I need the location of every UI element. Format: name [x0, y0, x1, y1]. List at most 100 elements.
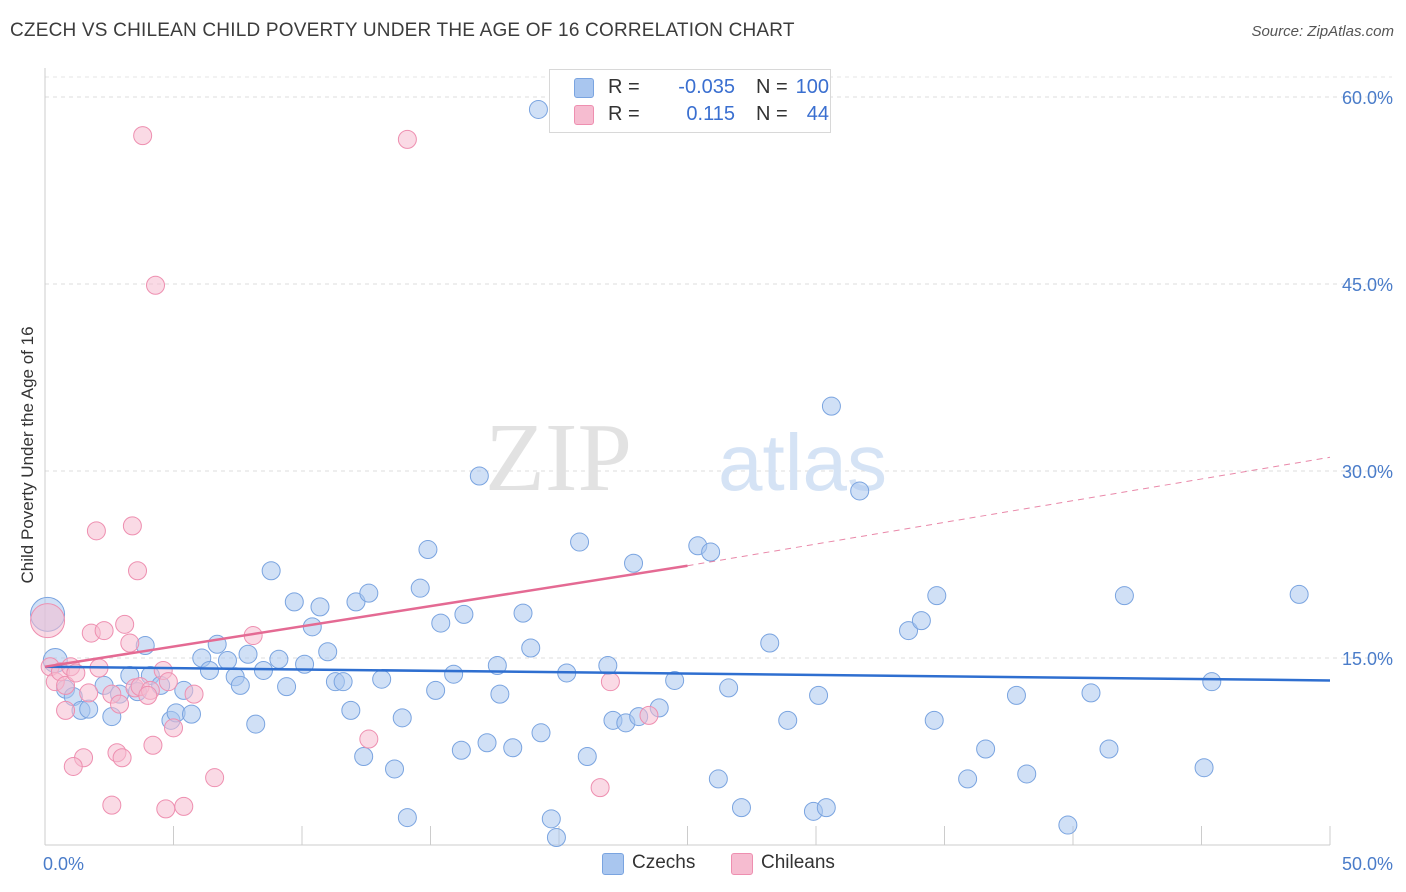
czechs-point [731, 798, 751, 818]
czechs-trend-line [44, 665, 1331, 682]
chileans-point [184, 684, 204, 704]
chileans-point [639, 705, 659, 725]
chileans-point [600, 672, 620, 692]
chileans-point [94, 621, 114, 641]
czechs-point [577, 746, 597, 766]
czechs-point [665, 670, 685, 690]
y-tick-label: 60.0% [1342, 88, 1393, 108]
czechs-point [528, 99, 548, 119]
chileans-point [66, 663, 86, 683]
watermark-zip: ZIP [485, 404, 632, 512]
stats-legend: R = -0.035 N = 100 R = 0.115 N = 44 [549, 69, 831, 133]
czechs-point [341, 700, 361, 720]
czechs-point [451, 740, 471, 760]
czechs-point [385, 759, 405, 779]
grid-lines [45, 76, 1392, 659]
czechs-point [821, 396, 841, 416]
chileans-point [156, 799, 176, 819]
chileans-point [146, 275, 166, 295]
source-label: Source: ZipAtlas.com [1251, 23, 1394, 40]
czechs-point [277, 677, 297, 697]
czechs-point [1099, 739, 1119, 759]
legend-n-label: N = [756, 76, 788, 98]
czechs-point [246, 714, 266, 734]
czechs-point [426, 680, 446, 700]
trend-lines [44, 456, 1331, 682]
czechs-point [513, 603, 533, 623]
czechs-point [238, 644, 258, 664]
x-tick-label: 0.0% [43, 854, 84, 874]
chileans-point [174, 796, 194, 816]
czechs-point [181, 704, 201, 724]
czechs-point [809, 685, 829, 705]
czechs-point [541, 809, 561, 829]
czechs-point [217, 650, 237, 670]
chileans-point [133, 126, 153, 146]
czechs-point [1017, 764, 1037, 784]
czechs-point [760, 633, 780, 653]
czechs-point [230, 675, 250, 695]
czechs-point [454, 604, 474, 624]
czechs-point [354, 746, 374, 766]
czechs-point [431, 613, 451, 633]
czechs-point [444, 664, 464, 684]
legend-r-label: R = [608, 76, 640, 98]
czechs-point [1058, 815, 1078, 835]
czechs-point [531, 723, 551, 743]
chileans-point [86, 521, 106, 541]
czechs-points [30, 99, 1309, 848]
czechs-point [397, 808, 417, 828]
czechs-point [269, 649, 289, 669]
czechs-point [199, 660, 219, 680]
czechs-point [719, 678, 739, 698]
czechs-point [1194, 758, 1214, 778]
czechs-point [253, 660, 273, 680]
y-tick-label: 45.0% [1342, 275, 1393, 295]
czechs-point [477, 733, 497, 753]
legend-r-value: -0.035 [678, 76, 735, 98]
watermark: ZIP atlas [485, 404, 887, 512]
chileans-point [359, 729, 379, 749]
czechs-point [1114, 586, 1134, 606]
czechs-point [487, 655, 507, 675]
y-axis-label: Child Poverty Under the Age of 16 [18, 326, 37, 583]
czechs-point [310, 597, 330, 617]
chileans-trend-extension [687, 456, 1331, 567]
legend-r-value: 0.115 [686, 103, 735, 125]
axes [44, 68, 1331, 846]
chileans-point [143, 735, 163, 755]
y-tick-label: 15.0% [1342, 649, 1393, 669]
chileans-point [164, 718, 183, 738]
czechs-point [490, 684, 510, 704]
czechs-point [1202, 672, 1222, 692]
czechs-point [284, 592, 304, 612]
czechs-point [624, 553, 644, 573]
chileans-point [30, 603, 66, 639]
czechs-point [816, 798, 836, 818]
czechs-point [359, 583, 379, 603]
czechs-point [418, 540, 438, 560]
chart-title: CZECH VS CHILEAN CHILD POVERTY UNDER THE… [10, 20, 795, 41]
czechs-point [503, 738, 523, 758]
bottom-legend-swatch-chileans [731, 853, 753, 875]
czechs-point [410, 578, 430, 598]
czechs-point [318, 642, 338, 662]
czechs-point [927, 586, 947, 606]
czechs-point [469, 466, 489, 486]
chileans-point [79, 683, 99, 703]
legend-n-value: 44 [806, 103, 829, 125]
czechs-point [570, 532, 590, 552]
chileans-point [122, 516, 142, 536]
y-tick-label: 30.0% [1342, 462, 1393, 482]
legend-n-label: N = [756, 103, 788, 125]
legend-r-label: R = [608, 103, 640, 125]
chileans-point [397, 129, 417, 149]
chileans-point [56, 675, 76, 695]
chileans-point [120, 633, 140, 653]
chileans-point [590, 778, 610, 798]
czechs-point [392, 708, 412, 728]
legend-n-value: 100 [795, 76, 829, 98]
czechs-point [778, 710, 798, 730]
chileans-point [102, 795, 122, 815]
